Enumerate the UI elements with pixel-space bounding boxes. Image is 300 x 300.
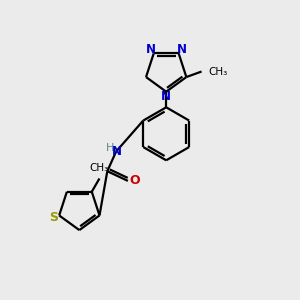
Text: N: N bbox=[177, 43, 187, 56]
Text: N: N bbox=[112, 145, 122, 158]
Text: H: H bbox=[106, 143, 114, 153]
Text: O: O bbox=[129, 174, 140, 188]
Text: S: S bbox=[49, 211, 58, 224]
Text: CH₃: CH₃ bbox=[89, 163, 109, 172]
Text: N: N bbox=[146, 43, 156, 56]
Text: N: N bbox=[161, 91, 171, 103]
Text: CH₃: CH₃ bbox=[208, 67, 227, 76]
